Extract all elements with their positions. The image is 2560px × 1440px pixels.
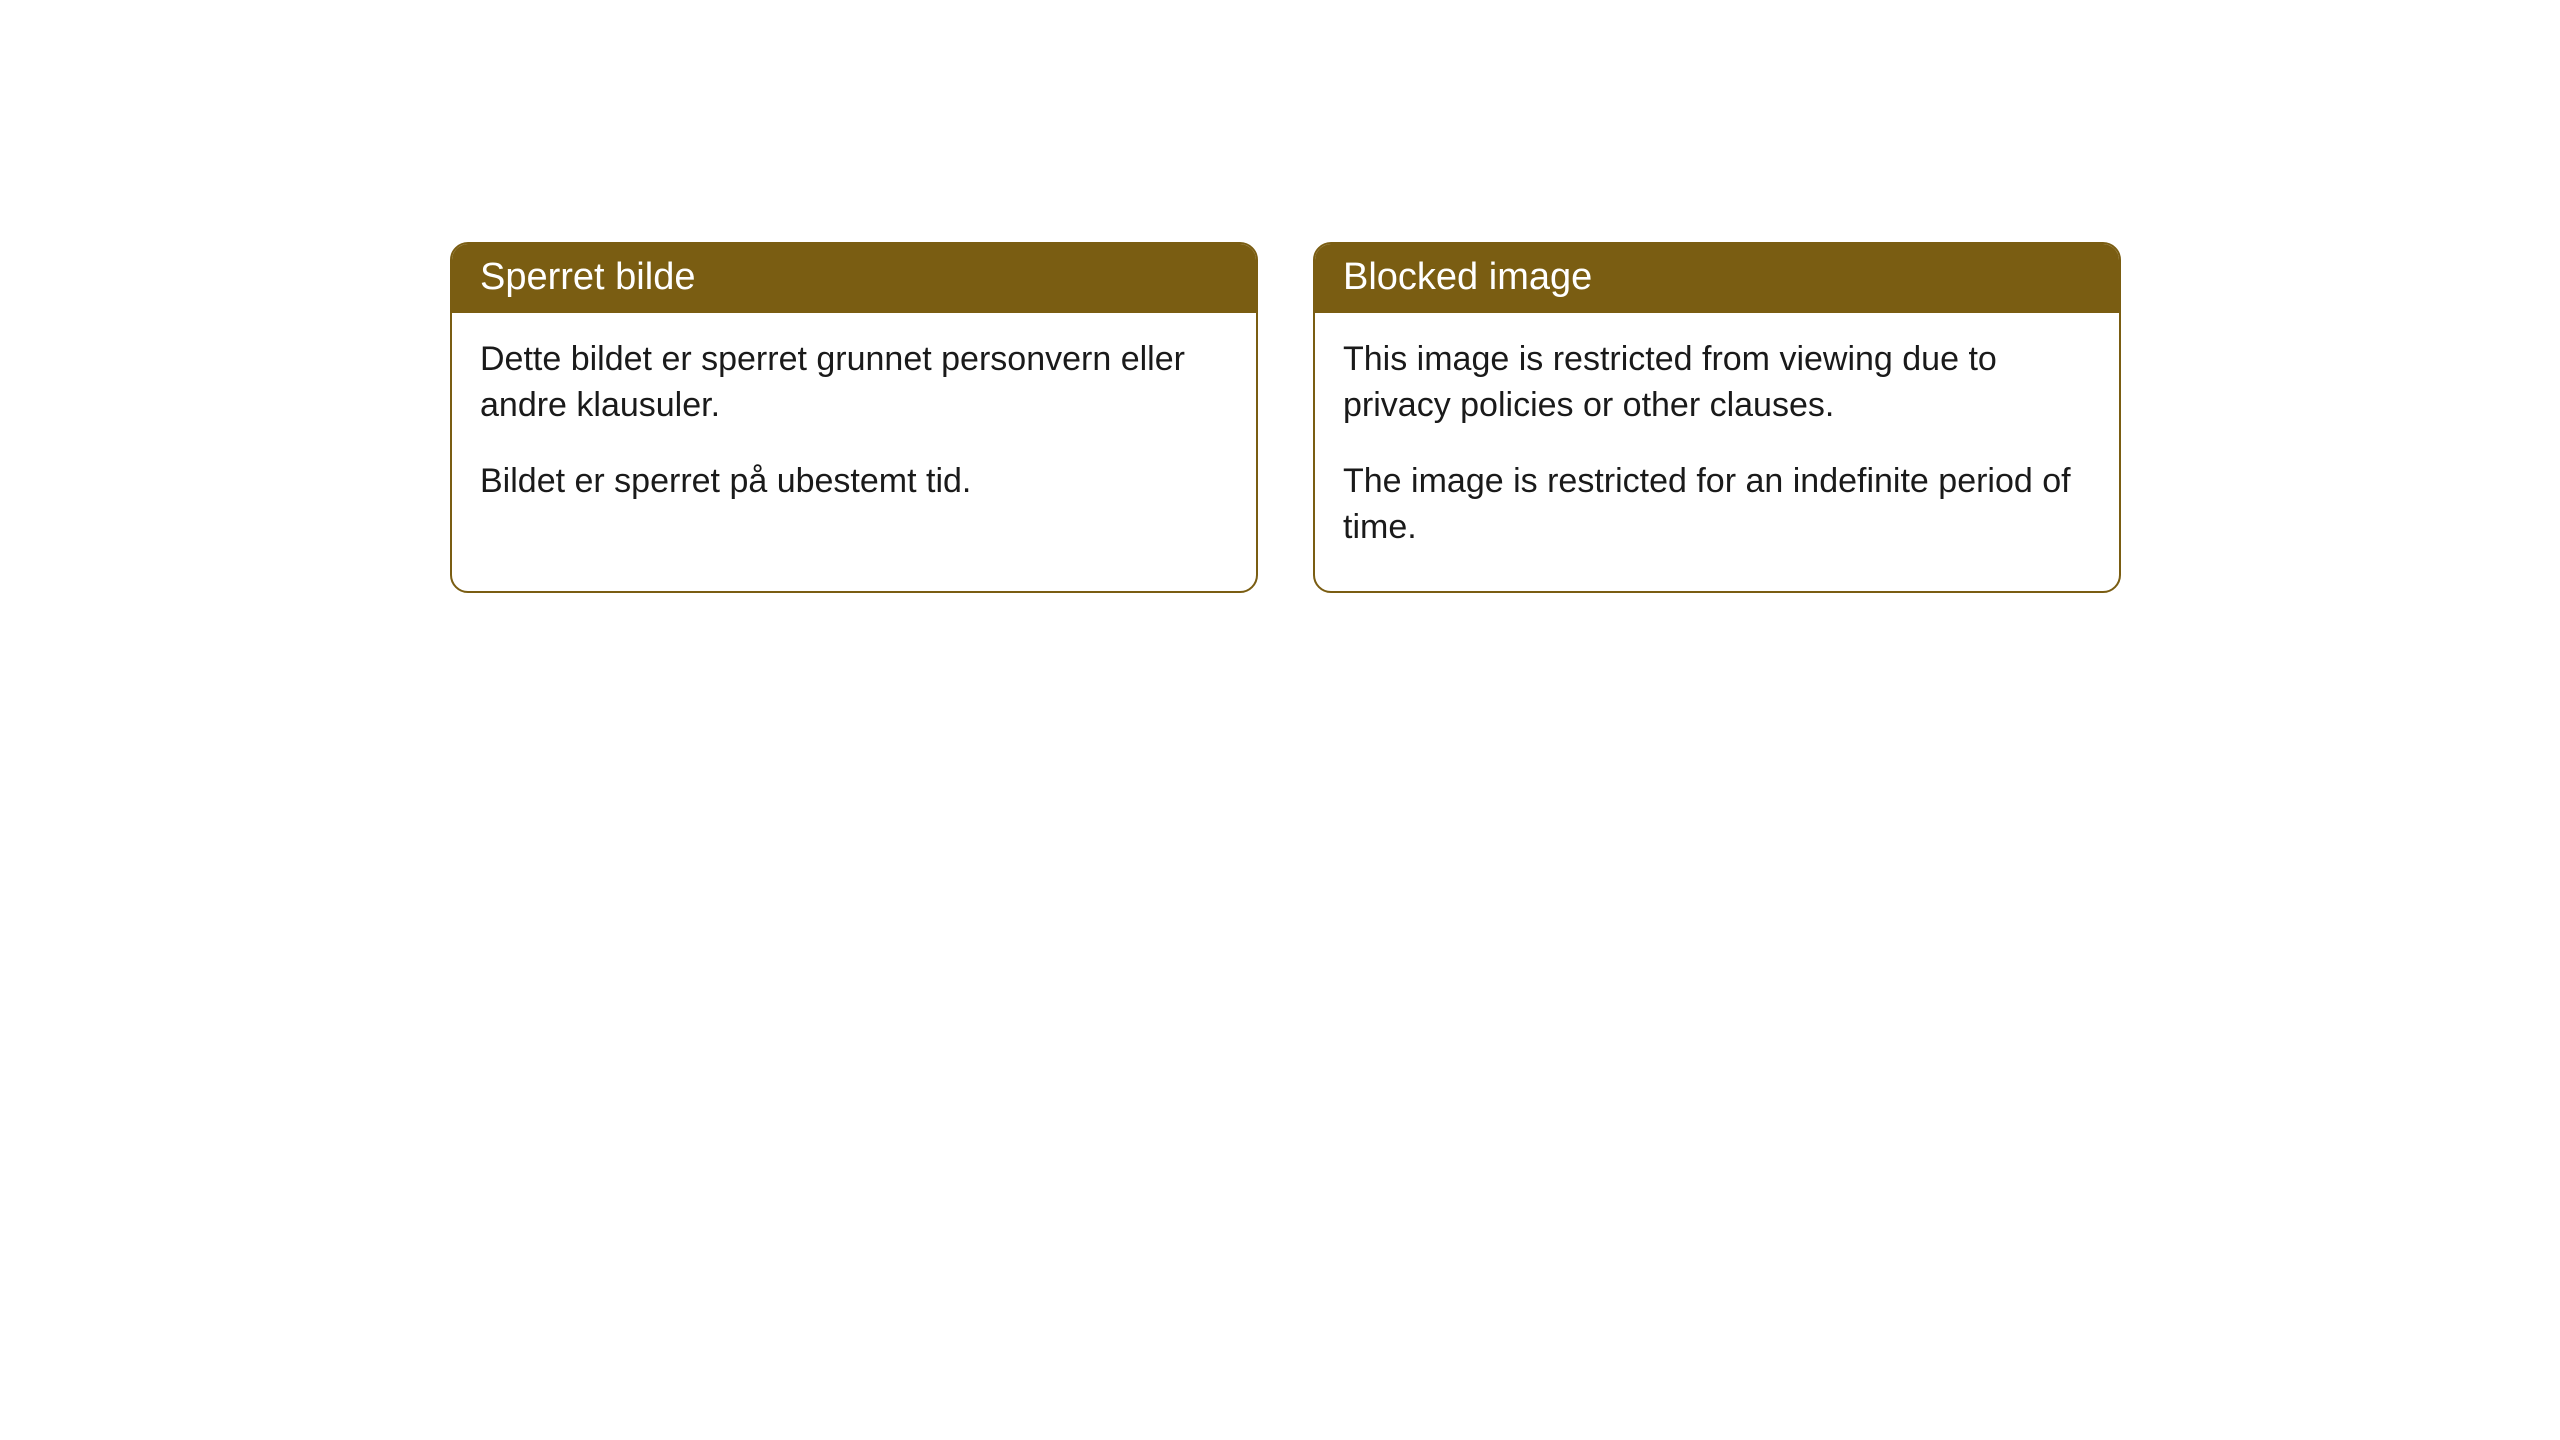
notice-card-norwegian: Sperret bilde Dette bildet er sperret gr…	[450, 242, 1258, 593]
card-title: Blocked image	[1315, 244, 2119, 313]
card-paragraph: Bildet er sperret på ubestemt tid.	[480, 459, 1228, 505]
card-title: Sperret bilde	[452, 244, 1256, 313]
notice-container: Sperret bilde Dette bildet er sperret gr…	[450, 242, 2121, 593]
card-paragraph: The image is restricted for an indefinit…	[1343, 459, 2091, 551]
card-body: Dette bildet er sperret grunnet personve…	[452, 313, 1256, 545]
card-paragraph: This image is restricted from viewing du…	[1343, 337, 2091, 429]
notice-card-english: Blocked image This image is restricted f…	[1313, 242, 2121, 593]
card-body: This image is restricted from viewing du…	[1315, 313, 2119, 591]
card-paragraph: Dette bildet er sperret grunnet personve…	[480, 337, 1228, 429]
